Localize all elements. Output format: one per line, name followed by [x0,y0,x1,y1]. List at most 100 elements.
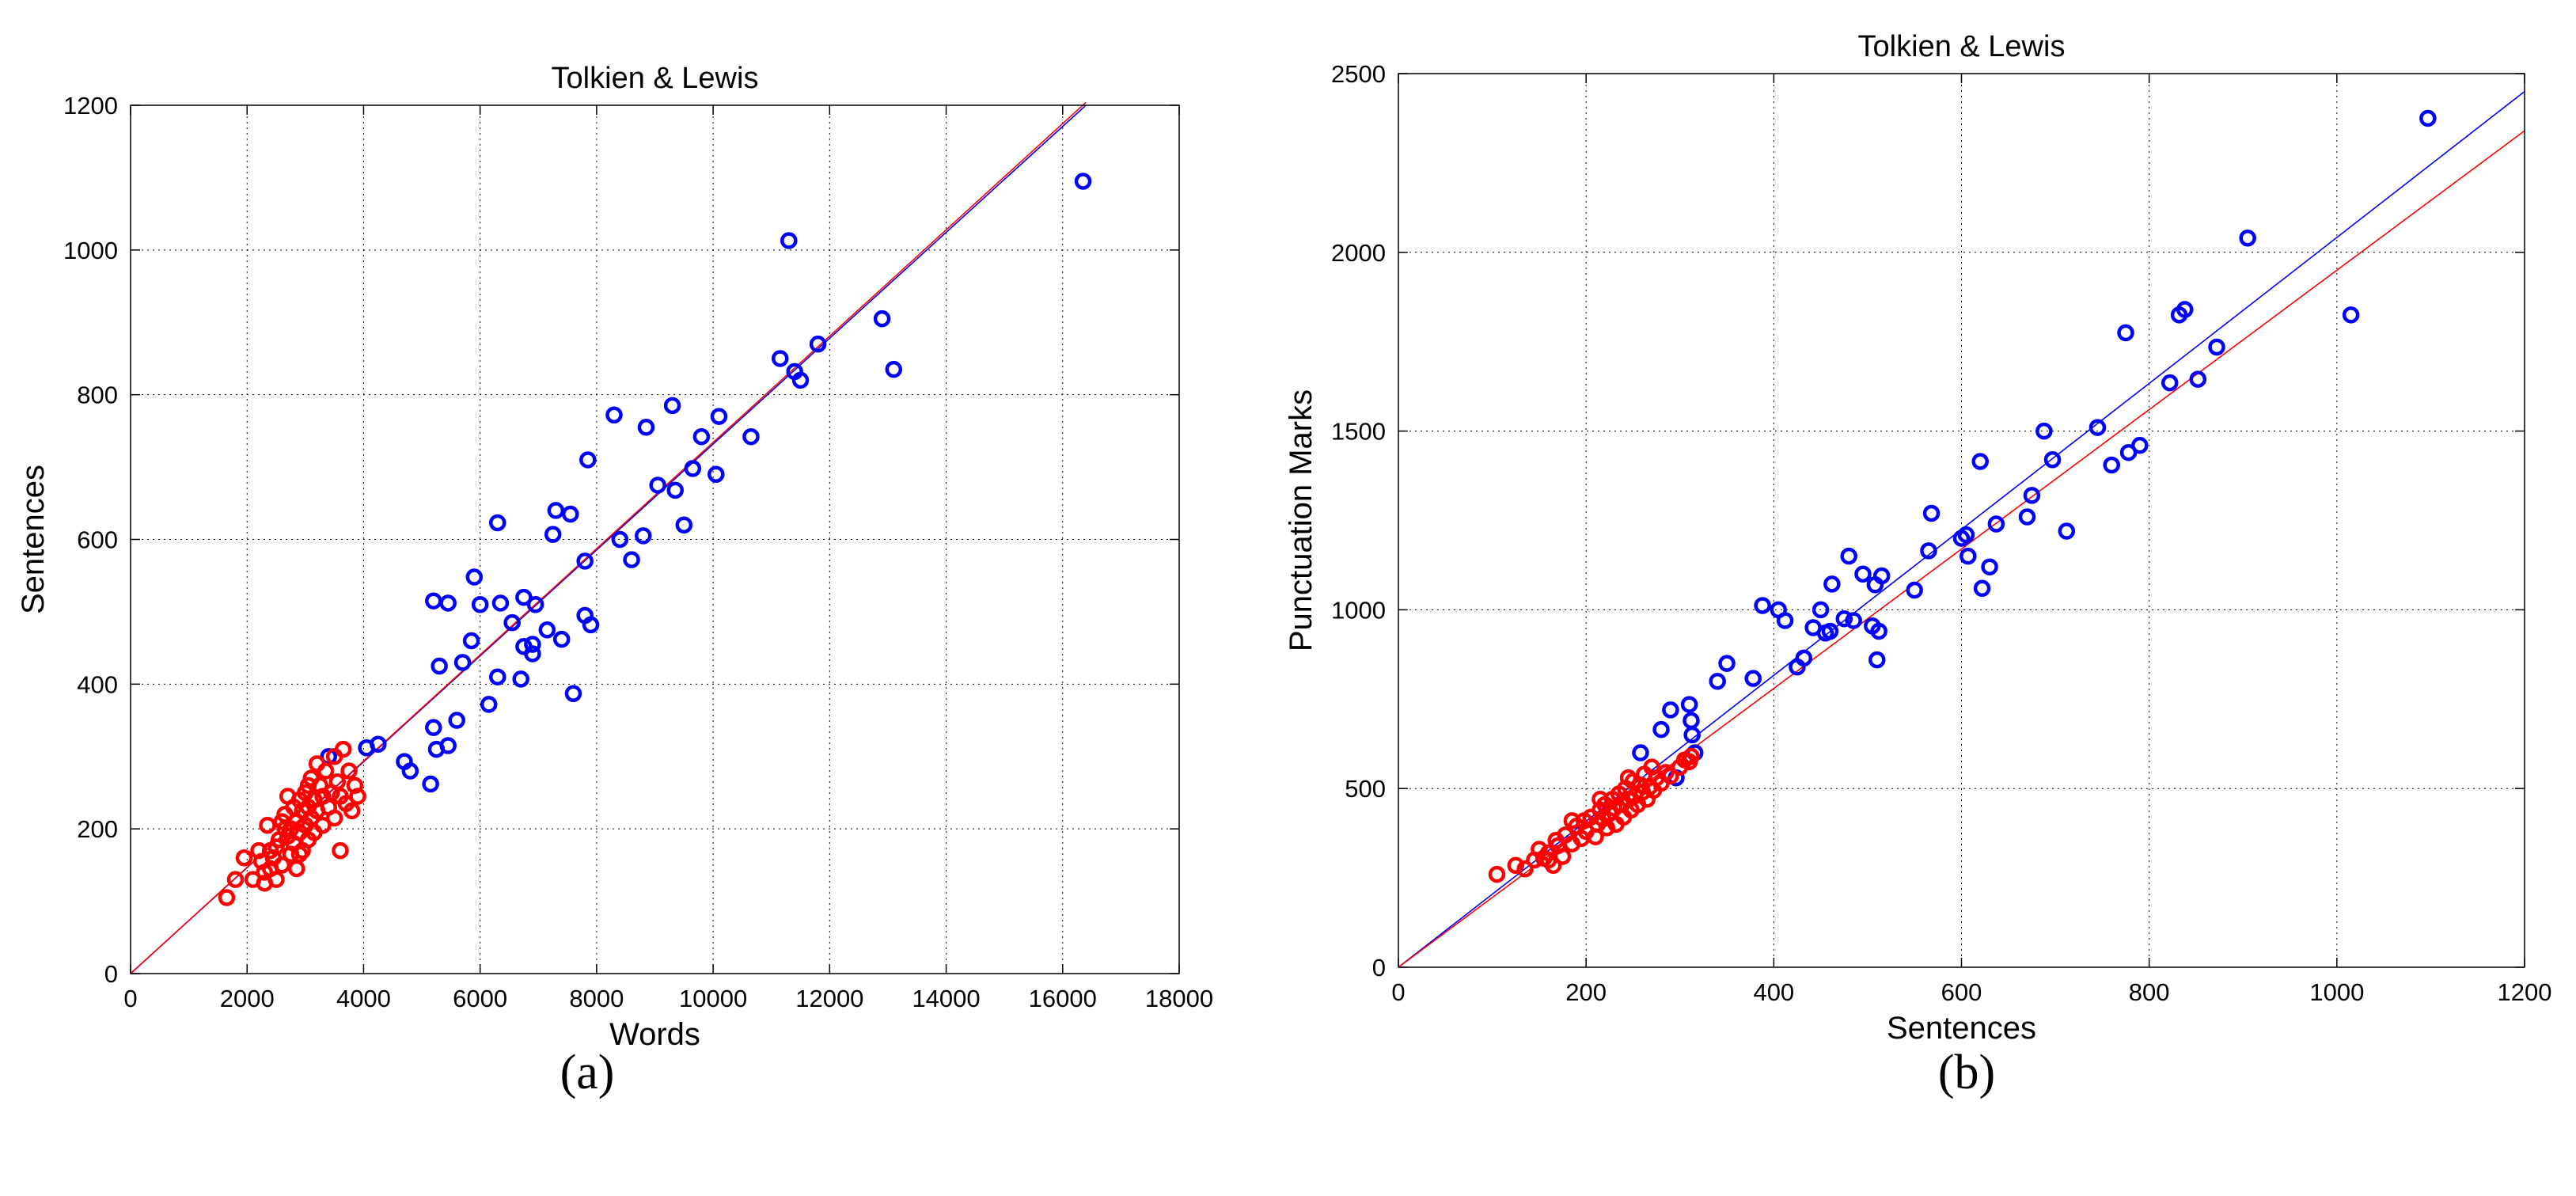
data-point [2419,109,2437,127]
data-point [515,588,533,606]
data-point [1981,558,1998,575]
data-point [1854,565,1872,583]
data-point [290,845,309,863]
data-point [2043,450,2062,469]
data-point [1922,504,1941,522]
data-point [425,592,442,609]
x-tick-label: 6000 [453,985,507,1012]
data-point [489,668,506,685]
data-point [453,654,472,671]
data-point [273,856,291,874]
chart-panel-a: 0 2000 4000 6000 8000 10000 12000 14000 16000 180… [0,0,1266,1192]
y-tick-label: 500 [1345,775,1386,803]
y-tick-label: 200 [77,815,118,843]
data-point [772,350,789,367]
x-tick-label: 800 [2129,978,2170,1006]
data-point [1920,542,1937,560]
data-point [675,516,693,533]
data-point [1973,579,1991,598]
data-point [623,551,640,568]
data-point [552,630,571,648]
data-point [576,552,594,570]
data-point [1823,575,1841,593]
data-point [1845,612,1862,629]
data-point [809,335,827,353]
data-point [1539,851,1557,869]
data-point [1619,769,1637,787]
x-tick-label: 8000 [569,985,624,1012]
data-point [635,527,652,545]
data-point [325,809,343,827]
y-tick-label: 800 [77,382,118,409]
data-point [218,889,236,906]
data-point [334,740,352,758]
data-point [780,232,798,249]
data-point [370,735,387,753]
data-point [1488,865,1506,883]
scatter-chart-sentences-vs-punctuation: 0 200 400 600 800 1000 1200 0 500 1000 1500 2000 250… [1284,30,2551,1046]
data-point [235,849,253,867]
axis-ticks: 0 2000 4000 6000 8000 10000 12000 14000 16000 180… [63,92,1213,1012]
data-point [1709,672,1726,690]
data-point [1632,744,1649,761]
data-point [1744,670,1762,687]
data-point [1906,581,1923,599]
data-point [1960,547,1977,565]
data-point [2058,522,2076,540]
data-points [1488,109,2437,883]
data-point [1680,696,1698,713]
data-point [2117,324,2134,342]
data-point [267,871,285,888]
data-point [480,696,498,713]
y-axis-label: Sentences [16,465,51,614]
data-point [562,505,579,523]
y-tick-label: 0 [104,960,118,988]
x-tick-label: 1200 [2498,978,2552,1006]
data-point [605,406,623,424]
data-point [1821,622,1839,640]
data-point [314,816,332,834]
scatter-chart-words-vs-sentences: 0 2000 4000 6000 8000 10000 12000 14000 16000 180… [16,62,1213,1052]
data-point [1870,622,1887,640]
grid [1398,74,2525,967]
data-point [332,841,349,860]
axis-ticks: 0 200 400 600 800 1000 1200 0 500 1000 1500 2000 250… [1331,60,2551,1006]
data-point [2161,374,2179,392]
data-point [1563,812,1581,830]
data-point [1718,655,1736,672]
grid [131,105,1179,974]
data-point [1957,526,1975,544]
y-tick-label: 600 [77,526,118,554]
data-point [2088,419,2107,436]
data-point [649,477,666,494]
data-point [1835,609,1853,628]
data-point [1840,547,1857,565]
data-point [547,502,565,519]
data-point [317,762,335,780]
data-point [471,596,489,613]
x-tick-label: 0 [123,985,137,1012]
data-point [2103,456,2120,474]
data-point [2023,487,2041,504]
caption-a: (a) [560,1046,615,1099]
x-axis-label: Sentences [1887,1011,2036,1046]
data-point [544,526,562,543]
x-tick-label: 10000 [679,985,747,1012]
y-tick-label: 1500 [1331,418,1386,446]
data-point [1516,860,1534,878]
y-tick-label: 1200 [63,92,118,120]
data-point [299,776,317,795]
chart-title: Tolkien & Lewis [552,62,759,95]
data-point [1812,601,1830,619]
data-points [218,173,1092,906]
data-point [1592,790,1609,808]
x-tick-label: 400 [1753,978,1794,1006]
x-tick-label: 18000 [1145,985,1213,1012]
data-point [637,419,655,436]
data-point [1074,173,1092,190]
data-point [2018,508,2036,526]
data-point [582,616,600,634]
data-point [1683,712,1700,730]
data-point [2342,306,2360,324]
data-point [439,594,457,612]
